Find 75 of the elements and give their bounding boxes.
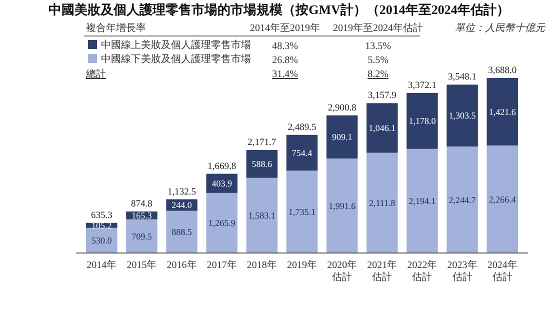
bar bbox=[446, 146, 478, 253]
data-label: 1,583.1 bbox=[248, 210, 276, 221]
data-label: 2,266.4 bbox=[488, 194, 516, 204]
data-label: 588.6 bbox=[252, 159, 273, 170]
total-label: 3,688.0 bbox=[488, 66, 517, 76]
x-tick-label: 2019年 bbox=[287, 259, 317, 271]
total-label: 874.8 bbox=[131, 199, 153, 210]
x-tick-label: 2021年估計 bbox=[367, 259, 398, 283]
text: 5.5% bbox=[368, 55, 388, 66]
data-label: 1,735.1 bbox=[288, 206, 316, 217]
bar bbox=[446, 84, 478, 146]
total-label: 3,548.1 bbox=[448, 72, 477, 83]
data-label: 1,178.0 bbox=[408, 116, 436, 126]
data-label: 105.2 bbox=[92, 220, 112, 231]
bar bbox=[406, 148, 438, 253]
annotation: 31.4% bbox=[272, 69, 298, 80]
bar bbox=[326, 158, 358, 253]
text: 26.8% bbox=[272, 55, 298, 66]
total-label: 2,171.7 bbox=[248, 138, 276, 148]
x-tick-label: 2020年估計 bbox=[327, 259, 358, 283]
bar bbox=[246, 150, 278, 178]
total-label: 3,372.1 bbox=[408, 80, 437, 91]
data-label: 530.0 bbox=[92, 236, 112, 246]
data-label: 2,194.1 bbox=[408, 196, 436, 206]
text: 2014年至2019年 bbox=[250, 22, 320, 34]
annotation: 8.2% bbox=[368, 69, 388, 80]
chart-title: 中國美妝及個人護理零售市場的市場規模（按GMV計）（2014年至2024年估計） bbox=[48, 2, 510, 17]
bar bbox=[486, 145, 518, 253]
bar bbox=[286, 134, 318, 171]
text: 13.5% bbox=[365, 41, 391, 52]
legend-label: 中國線下美妝及個人護理零售市場 bbox=[101, 53, 251, 65]
total-label: 2,489.5 bbox=[288, 122, 316, 133]
data-label: 244.0 bbox=[172, 200, 192, 210]
text: 複合年增長率 bbox=[86, 22, 146, 34]
data-label: 1,421.6 bbox=[488, 106, 516, 117]
text: 2019年至2024年估計 bbox=[333, 22, 423, 34]
total-label: 2,900.8 bbox=[328, 103, 357, 114]
data-label: 403.9 bbox=[212, 178, 232, 188]
bar bbox=[406, 92, 438, 149]
x-tick-label: 2024年估計 bbox=[487, 259, 518, 283]
bar bbox=[206, 192, 238, 253]
x-tick-label: 2015年 bbox=[126, 259, 157, 271]
bar bbox=[486, 78, 518, 146]
total-label: 1,132.5 bbox=[168, 187, 196, 198]
total-label: 635.3 bbox=[90, 210, 113, 221]
bar bbox=[286, 170, 318, 253]
data-label: 1,265.9 bbox=[208, 218, 236, 228]
bar bbox=[246, 178, 278, 253]
data-label: 165.3 bbox=[132, 210, 152, 221]
annotation: 總計 bbox=[85, 68, 106, 80]
data-label: 1,046.1 bbox=[368, 123, 396, 134]
x-tick-label: 2022年估計 bbox=[407, 259, 438, 283]
bar bbox=[326, 115, 358, 158]
bar bbox=[366, 152, 398, 253]
total-label: 1,669.8 bbox=[208, 162, 236, 172]
legend-label: 中國線上美妝及個人護理零售市場 bbox=[101, 39, 251, 51]
data-label: 1,303.5 bbox=[448, 110, 476, 121]
x-tick-label: 2014年 bbox=[86, 259, 117, 271]
data-label: 709.5 bbox=[132, 231, 152, 242]
text: 48.3% bbox=[272, 41, 298, 52]
data-label: 2,244.7 bbox=[448, 194, 476, 205]
bar bbox=[166, 210, 198, 253]
data-label: 888.5 bbox=[172, 227, 192, 238]
data-label: 1,991.6 bbox=[328, 200, 356, 211]
x-tick-label: 2016年 bbox=[166, 259, 197, 271]
data-label: 909.1 bbox=[332, 132, 352, 142]
bar bbox=[366, 103, 398, 153]
total-label: 3,157.9 bbox=[368, 91, 397, 102]
text: 單位：人民幣十億元 bbox=[455, 22, 546, 34]
x-tick-label: 2018年 bbox=[246, 259, 277, 271]
data-label: 754.4 bbox=[292, 148, 313, 158]
x-tick-label: 2023年估計 bbox=[447, 259, 478, 283]
x-tick-label: 2017年 bbox=[206, 259, 237, 271]
bar bbox=[126, 219, 158, 253]
data-label: 2,111.8 bbox=[368, 198, 396, 208]
